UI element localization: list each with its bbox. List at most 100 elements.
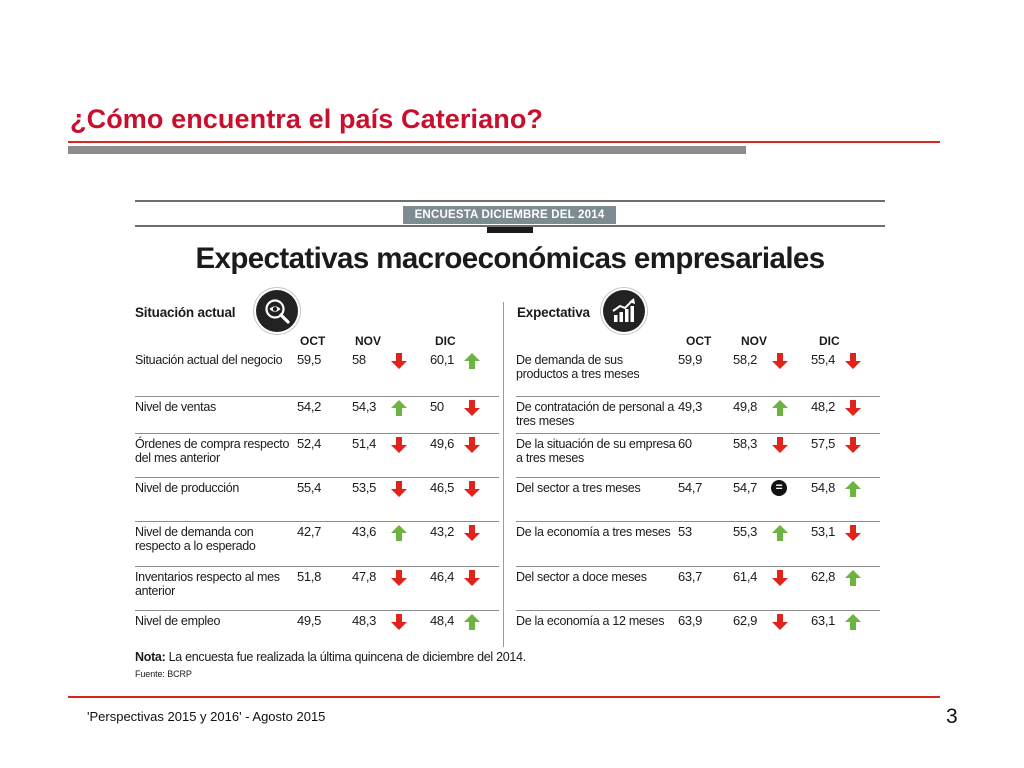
infographic-heading: Expectativas macroeconómicas empresarial… xyxy=(195,242,825,275)
nov-value: 61,4 xyxy=(733,568,758,584)
dic-trend xyxy=(844,477,880,521)
row-label: De demanda de sus productos a tres meses xyxy=(516,353,640,381)
trend-down-arrow-icon xyxy=(391,353,407,369)
dic-trend xyxy=(463,396,499,433)
dic-trend xyxy=(844,566,880,610)
trend-down-arrow-icon xyxy=(464,399,480,416)
table-row: Órdenes de compra respecto del mes anter… xyxy=(135,433,499,477)
survey-note: Nota: La encuesta fue realizada la últim… xyxy=(135,650,526,664)
page-number: 3 xyxy=(946,705,958,728)
expectativa-table: De demanda de sus productos a tres meses… xyxy=(516,350,880,651)
trend-down-arrow-icon xyxy=(464,480,480,497)
oct-value: 63,7 xyxy=(678,568,703,584)
nov-trend xyxy=(390,477,430,521)
nov-trend xyxy=(771,566,811,610)
nov-value: 58,3 xyxy=(733,435,758,451)
dic-trend xyxy=(463,610,499,651)
row-label: Inventarios respecto al mes anterior xyxy=(135,569,280,598)
col-header-dic: DIC xyxy=(819,334,840,348)
row-label: De contratación de personal a tres meses xyxy=(516,399,675,428)
trend-down-arrow-icon xyxy=(772,436,788,453)
table-row: De la situación de su empresa a tres mes… xyxy=(516,433,880,477)
col-header-oct: OCT xyxy=(686,334,712,348)
nov-trend xyxy=(771,610,811,651)
dic-value: 49,6 xyxy=(430,435,455,451)
row-label: Nivel de ventas xyxy=(135,399,216,414)
expectativa-panel: Expectativa OCT NOV DIC De demanda de su… xyxy=(516,290,880,651)
row-label: Del sector a tres meses xyxy=(516,480,641,495)
dic-trend xyxy=(844,433,880,477)
trend-up-arrow-icon xyxy=(464,353,480,369)
dic-value: 48,2 xyxy=(811,398,836,414)
table-row: Inventarios respecto al mes anterior 51,8… xyxy=(135,566,499,610)
row-label: Nivel de empleo xyxy=(135,613,221,628)
trend-up-arrow-icon xyxy=(845,613,861,630)
oct-value: 59,5 xyxy=(297,352,322,367)
situacion-actual-panel: Situación actual OCT NOV DIC Situación a… xyxy=(135,290,499,651)
nov-value: 47,8 xyxy=(352,568,377,584)
trend-up-arrow-icon xyxy=(391,399,407,416)
nov-value: 53,5 xyxy=(352,479,377,495)
trend-down-arrow-icon xyxy=(772,613,788,630)
nov-value: 54,7 xyxy=(733,479,758,495)
panel-divider xyxy=(503,302,504,647)
table-row: Nivel de producción 55,4 53,5 46,5 xyxy=(135,477,499,521)
trend-down-arrow-icon xyxy=(391,569,407,586)
trend-down-arrow-icon xyxy=(845,524,861,541)
nov-value: 58,2 xyxy=(733,352,758,367)
dic-trend xyxy=(844,521,880,566)
panel-header: Expectativa OCT NOV DIC xyxy=(516,290,880,350)
row-label: Situación actual del negocio xyxy=(135,353,283,367)
nov-value: 51,4 xyxy=(352,435,377,451)
trend-down-arrow-icon xyxy=(464,524,480,541)
source-text: Fuente: BCRP xyxy=(135,669,192,679)
row-label: De la economía a tres meses xyxy=(516,524,671,539)
nov-trend xyxy=(390,610,430,651)
note-label: Nota: xyxy=(135,650,166,664)
table-row: De la economía a tres meses 53 55,3 53,1 xyxy=(516,521,880,566)
banner-rule xyxy=(135,225,885,227)
dic-value: 55,4 xyxy=(811,352,836,367)
nov-trend xyxy=(390,396,430,433)
dic-value: 46,5 xyxy=(430,479,455,495)
dic-value: 43,2 xyxy=(430,523,455,539)
trend-down-arrow-icon xyxy=(391,613,407,630)
oct-value: 51,8 xyxy=(297,568,322,584)
nov-trend xyxy=(390,566,430,610)
oct-value: 54,7 xyxy=(678,479,703,495)
dic-value: 50 xyxy=(430,398,444,414)
col-header-dic: DIC xyxy=(435,334,456,348)
row-label: Nivel de producción xyxy=(135,480,240,495)
oct-value: 55,4 xyxy=(297,479,322,495)
nov-value: 55,3 xyxy=(733,523,758,539)
dic-trend xyxy=(463,477,499,521)
table-row: Nivel de ventas 54,2 54,3 50 xyxy=(135,396,499,433)
oct-value: 42,7 xyxy=(297,523,322,539)
dic-trend xyxy=(844,610,880,651)
table-row: Situación actual del negocio 59,5 58 60,1 xyxy=(135,350,499,396)
table-row: De demanda de sus productos a tres meses… xyxy=(516,350,880,396)
nov-value: 43,6 xyxy=(352,523,377,539)
col-header-nov: NOV xyxy=(355,334,382,348)
title-rule-gray xyxy=(68,146,746,154)
slide-title: ¿Cómo encuentra el país Cateriano? xyxy=(70,104,543,134)
dic-value: 48,4 xyxy=(430,612,455,628)
dic-value: 54,8 xyxy=(811,479,836,495)
footer-rule xyxy=(68,696,940,698)
survey-banner: ENCUESTA DICIEMBRE DEL 2014 xyxy=(403,206,616,224)
dic-value: 53,1 xyxy=(811,523,836,539)
oct-value: 49,5 xyxy=(297,612,322,628)
dic-value: 63,1 xyxy=(811,612,836,628)
oct-value: 53 xyxy=(678,523,692,539)
oct-value: 52,4 xyxy=(297,435,322,451)
nov-trend xyxy=(390,433,430,477)
dic-value: 60,1 xyxy=(430,352,455,367)
nov-trend xyxy=(771,396,811,433)
nov-trend xyxy=(390,521,430,566)
trend-down-arrow-icon xyxy=(845,436,861,453)
row-label: Órdenes de compra respecto del mes anter… xyxy=(135,436,290,465)
banner-tick xyxy=(487,227,533,233)
trend-up-arrow-icon xyxy=(464,613,480,630)
top-rule xyxy=(135,200,885,202)
growth-chart-icon xyxy=(603,290,645,332)
